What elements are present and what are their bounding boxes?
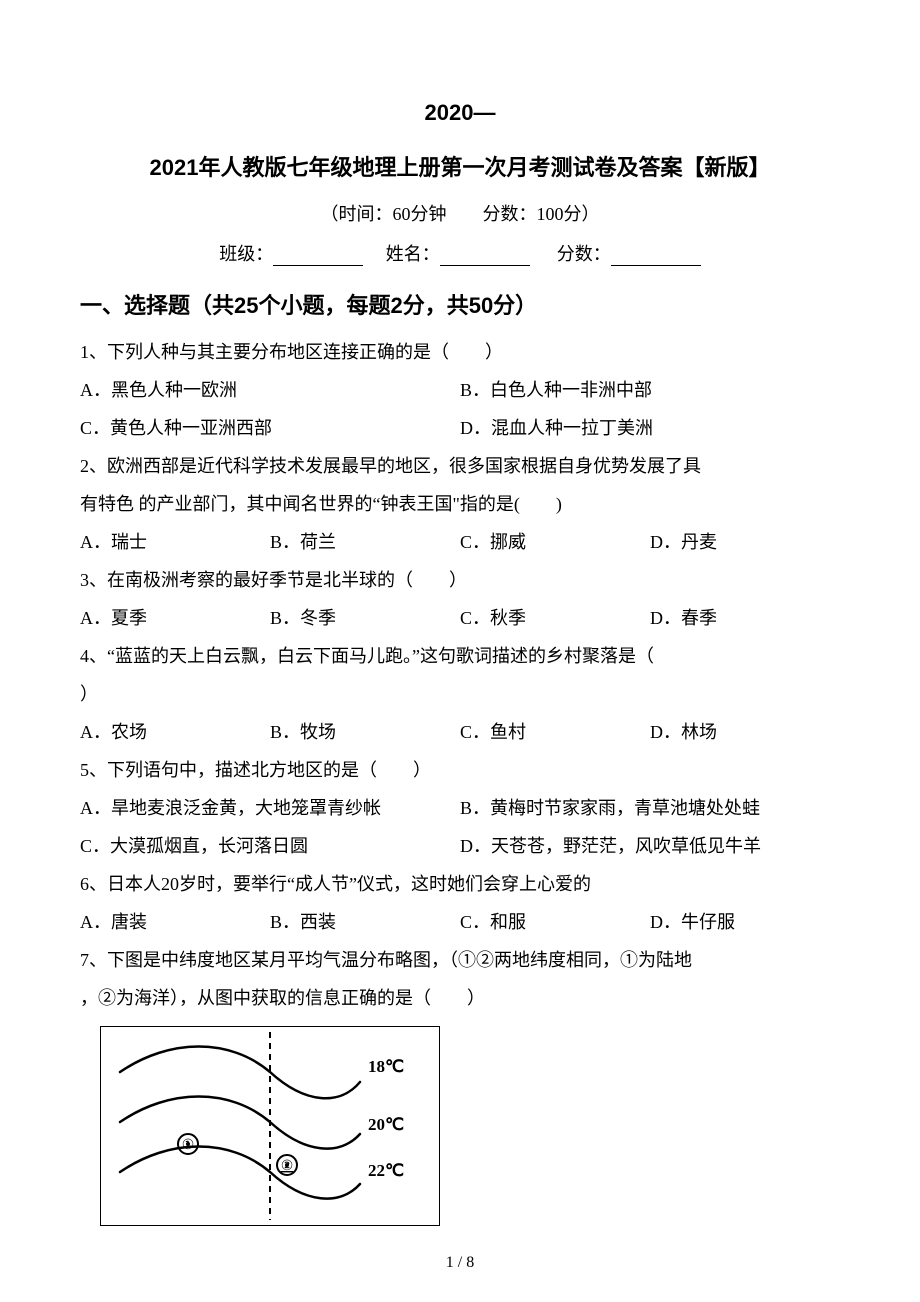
q6-options: A．唐装 B．西装 C．和服 D．牛仔服 (80, 904, 840, 940)
q1-options-row1: A．黑色人种一欧洲 B．白色人种一非洲中部 (80, 372, 840, 408)
q6-option-a[interactable]: A．唐装 (80, 904, 270, 940)
q2-stem-line2: 有特色 的产业部门，其中闻名世界的“钟表王国"指的是( ) (80, 486, 840, 522)
q1-option-a[interactable]: A．黑色人种一欧洲 (80, 372, 460, 408)
name-blank[interactable] (440, 247, 530, 266)
q3-option-c[interactable]: C．秋季 (460, 600, 650, 636)
svg-text:①: ① (182, 1138, 195, 1153)
svg-text:20℃: 20℃ (368, 1115, 404, 1134)
student-info-line: 班级： 姓名： 分数： (80, 240, 840, 266)
q4-options: A．农场 B．牧场 C．鱼村 D．林场 (80, 714, 840, 750)
svg-text:18℃: 18℃ (368, 1057, 404, 1076)
class-blank[interactable] (273, 247, 363, 266)
class-label: 班级： (219, 244, 273, 264)
q3-option-b[interactable]: B．冬季 (270, 600, 460, 636)
q4-option-a[interactable]: A．农场 (80, 714, 270, 750)
svg-text:②: ② (281, 1159, 294, 1174)
q7-stem-line1: 7、下图是中纬度地区某月平均气温分布略图，（①②两地纬度相同，①为陆地 (80, 942, 840, 978)
q2-option-b[interactable]: B．荷兰 (270, 524, 460, 560)
q2-option-d[interactable]: D．丹麦 (650, 524, 840, 560)
score-label: 分数： (557, 244, 611, 264)
q5-option-b[interactable]: B．黄梅时节家家雨，青草池塘处处蛙 (460, 790, 840, 826)
page-number: 1 / 8 (0, 1254, 920, 1272)
q1-stem: 1、下列人种与其主要分布地区连接正确的是（ ） (80, 334, 840, 370)
name-label: 姓名： (386, 244, 440, 264)
q6-stem: 6、日本人20岁时，要举行“成人节”仪式，这时她们会穿上心爱的 (80, 866, 840, 902)
q5-stem: 5、下列语句中，描述北方地区的是（ ） (80, 752, 840, 788)
q1-options-row2: C．黄色人种一亚洲西部 D．混血人种一拉丁美洲 (80, 410, 840, 446)
exam-meta: （时间：60分钟 分数：100分） (80, 200, 840, 226)
q6-option-c[interactable]: C．和服 (460, 904, 650, 940)
q2-options: A．瑞士 B．荷兰 C．挪威 D．丹麦 (80, 524, 840, 560)
q6-option-d[interactable]: D．牛仔服 (650, 904, 840, 940)
q1-option-b[interactable]: B．白色人种一非洲中部 (460, 372, 840, 408)
q4-option-c[interactable]: C．鱼村 (460, 714, 650, 750)
q5-options-row2: C．大漠孤烟直，长河落日圆 D．天苍苍，野茫茫，风吹草低见牛羊 (80, 828, 840, 864)
section-1-heading: 一、选择题（共25个小题，每题2分，共50分） (80, 288, 840, 320)
q1-option-c[interactable]: C．黄色人种一亚洲西部 (80, 410, 460, 446)
q2-option-a[interactable]: A．瑞士 (80, 524, 270, 560)
svg-text:22℃: 22℃ (368, 1161, 404, 1180)
q5-option-d[interactable]: D．天苍苍，野茫茫，风吹草低见牛羊 (460, 828, 840, 864)
q4-option-b[interactable]: B．牧场 (270, 714, 460, 750)
q3-option-d[interactable]: D．春季 (650, 600, 840, 636)
q4-stem-line1: 4、“蓝蓝的天上白云飘，白云下面马儿跑。”这句歌词描述的乡村聚落是（ (80, 638, 840, 674)
q1-option-d[interactable]: D．混血人种一拉丁美洲 (460, 410, 840, 446)
q4-stem-line2: ） (80, 676, 840, 712)
q5-option-c[interactable]: C．大漠孤烟直，长河落日圆 (80, 828, 460, 864)
isotherm-chart: 18℃ 20℃ 22℃ ① ② (100, 1026, 440, 1226)
q7-figure: 18℃ 20℃ 22℃ ① ② (100, 1026, 840, 1231)
q2-stem-line1: 2、欧洲西部是近代科学技术发展最早的地区，很多国家根据自身优势发展了具 (80, 448, 840, 484)
q3-options: A．夏季 B．冬季 C．秋季 D．春季 (80, 600, 840, 636)
score-blank[interactable] (611, 247, 701, 266)
q7-stem-line2: ，②为海洋），从图中获取的信息正确的是（ ） (80, 980, 840, 1016)
q4-option-d[interactable]: D．林场 (650, 714, 840, 750)
title-year: 2020— (80, 100, 840, 126)
title-main: 2021年人教版七年级地理上册第一次月考测试卷及答案【新版】 (80, 150, 840, 182)
q3-stem: 3、在南极洲考察的最好季节是北半球的（ ） (80, 562, 840, 598)
q3-option-a[interactable]: A．夏季 (80, 600, 270, 636)
q5-options-row1: A．旱地麦浪泛金黄，大地笼罩青纱帐 B．黄梅时节家家雨，青草池塘处处蛙 (80, 790, 840, 826)
q5-option-a[interactable]: A．旱地麦浪泛金黄，大地笼罩青纱帐 (80, 790, 460, 826)
q6-option-b[interactable]: B．西装 (270, 904, 460, 940)
q2-option-c[interactable]: C．挪威 (460, 524, 650, 560)
